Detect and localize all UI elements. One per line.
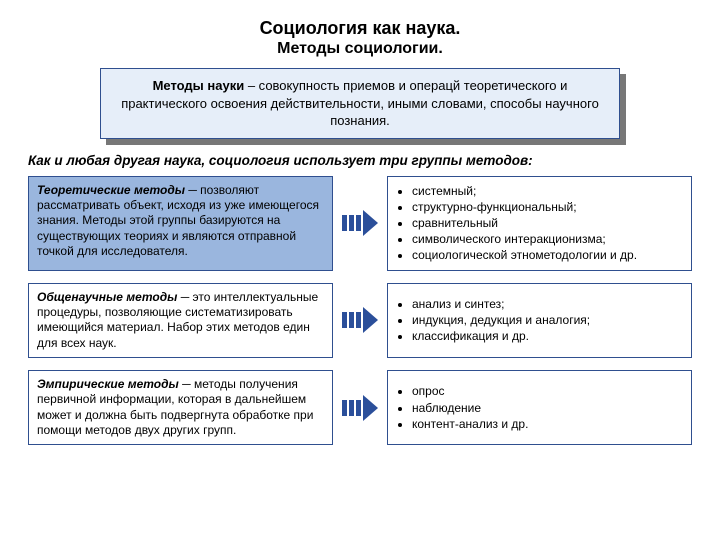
definition-term: Методы науки (153, 78, 245, 93)
subheading: Как и любая другая наука, социология исп… (28, 153, 692, 168)
page-title-line2: Методы социологии. (28, 40, 692, 58)
list-item: структурно-функциональный; (412, 199, 637, 215)
list-item: классификация и др. (412, 328, 590, 344)
method-row-leftbox: Теоретические методы ─ позволяют рассмат… (28, 176, 333, 271)
list-item: социологической этнометодологии и др. (412, 247, 637, 263)
method-items-list: анализ и синтез; индукция, дедукция и ан… (394, 296, 590, 345)
method-row-rightbox: опрос наблюдение контент-анализ и др. (387, 370, 692, 445)
method-row-theoretical: Теоретические методы ─ позволяют рассмат… (28, 176, 692, 271)
arrow-right-icon (342, 393, 378, 423)
method-row-rightbox: системный; структурно-функциональный; ср… (387, 176, 692, 271)
definition-box-content: Методы науки – совокупность приемов и оп… (100, 68, 620, 139)
list-item: опрос (412, 383, 528, 399)
arrow-col (341, 283, 379, 358)
list-item: контент-анализ и др. (412, 416, 528, 432)
method-row-general: Общенаучные методы ─ это интеллектуальны… (28, 283, 692, 358)
method-term: Теоретические методы (37, 183, 185, 197)
method-row-rightbox: анализ и синтез; индукция, дедукция и ан… (387, 283, 692, 358)
method-row-empirical: Эмпирические методы ─ методы получения п… (28, 370, 692, 445)
arrow-right-icon (342, 208, 378, 238)
arrow-col (341, 370, 379, 445)
list-item: символического интеракционизма; (412, 231, 637, 247)
method-term: Общенаучные методы (37, 290, 177, 304)
arrow-col (341, 176, 379, 271)
list-item: анализ и синтез; (412, 296, 590, 312)
definition-box: Методы науки – совокупность приемов и оп… (100, 68, 620, 139)
list-item: системный; (412, 183, 637, 199)
arrow-right-icon (342, 305, 378, 335)
page-title-line1: Социология как наука. (28, 18, 692, 39)
list-item: наблюдение (412, 400, 528, 416)
method-items-list: системный; структурно-функциональный; ср… (394, 183, 637, 264)
method-term: Эмпирические методы (37, 377, 179, 391)
list-item: сравнительный (412, 215, 637, 231)
method-row-leftbox: Эмпирические методы ─ методы получения п… (28, 370, 333, 445)
method-row-leftbox: Общенаучные методы ─ это интеллектуальны… (28, 283, 333, 358)
list-item: индукция, дедукция и аналогия; (412, 312, 590, 328)
method-items-list: опрос наблюдение контент-анализ и др. (394, 383, 528, 432)
